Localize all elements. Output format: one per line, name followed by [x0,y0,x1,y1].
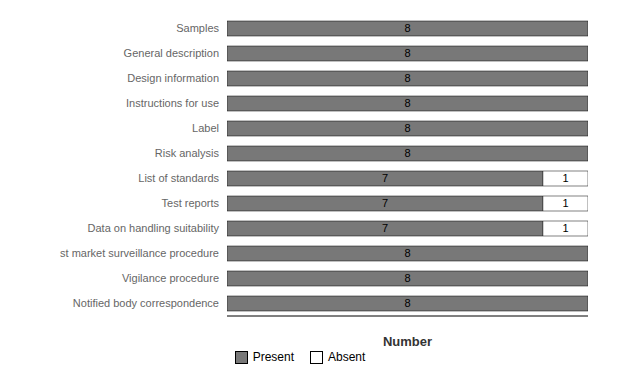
svg-text:7: 7 [382,172,388,184]
svg-text:Label: Label [192,122,219,134]
svg-text:Data on handling suitability: Data on handling suitability [88,222,220,234]
svg-text:Test reports: Test reports [162,197,220,209]
svg-text:8: 8 [404,272,410,284]
html-text:Absent: Absent [328,350,366,364]
svg-text:General description: General description [124,47,219,59]
svg-text:Instructions for use: Instructions for use [126,97,219,109]
svg-text:8: 8 [404,47,410,59]
svg-text:8: 8 [404,22,410,34]
svg-text:1: 1 [562,172,568,184]
svg-text:Vigilance procedure: Vigilance procedure [122,272,219,284]
svg-text:Number: Number [383,334,432,349]
svg-text:7: 7 [382,197,388,209]
svg-text:List of standards: List of standards [138,172,219,184]
svg-text:st market surveillance procedu: st market surveillance procedure [60,247,219,259]
html-text:Present: Present [252,350,294,364]
svg-text:8: 8 [404,97,410,109]
svg-text:1: 1 [562,222,568,234]
svg-text:1: 1 [562,197,568,209]
svg-text:7: 7 [382,222,388,234]
svg-text:Samples: Samples [176,22,219,34]
svg-text:8: 8 [404,247,410,259]
svg-text:8: 8 [404,72,410,84]
svg-text:Design information: Design information [127,72,219,84]
svg-text:8: 8 [404,122,410,134]
svg-text:8: 8 [404,297,410,309]
svg-text:Risk analysis: Risk analysis [155,147,220,159]
svg-text:Notified body correspondence: Notified body correspondence [73,297,219,309]
svg-text:8: 8 [404,147,410,159]
